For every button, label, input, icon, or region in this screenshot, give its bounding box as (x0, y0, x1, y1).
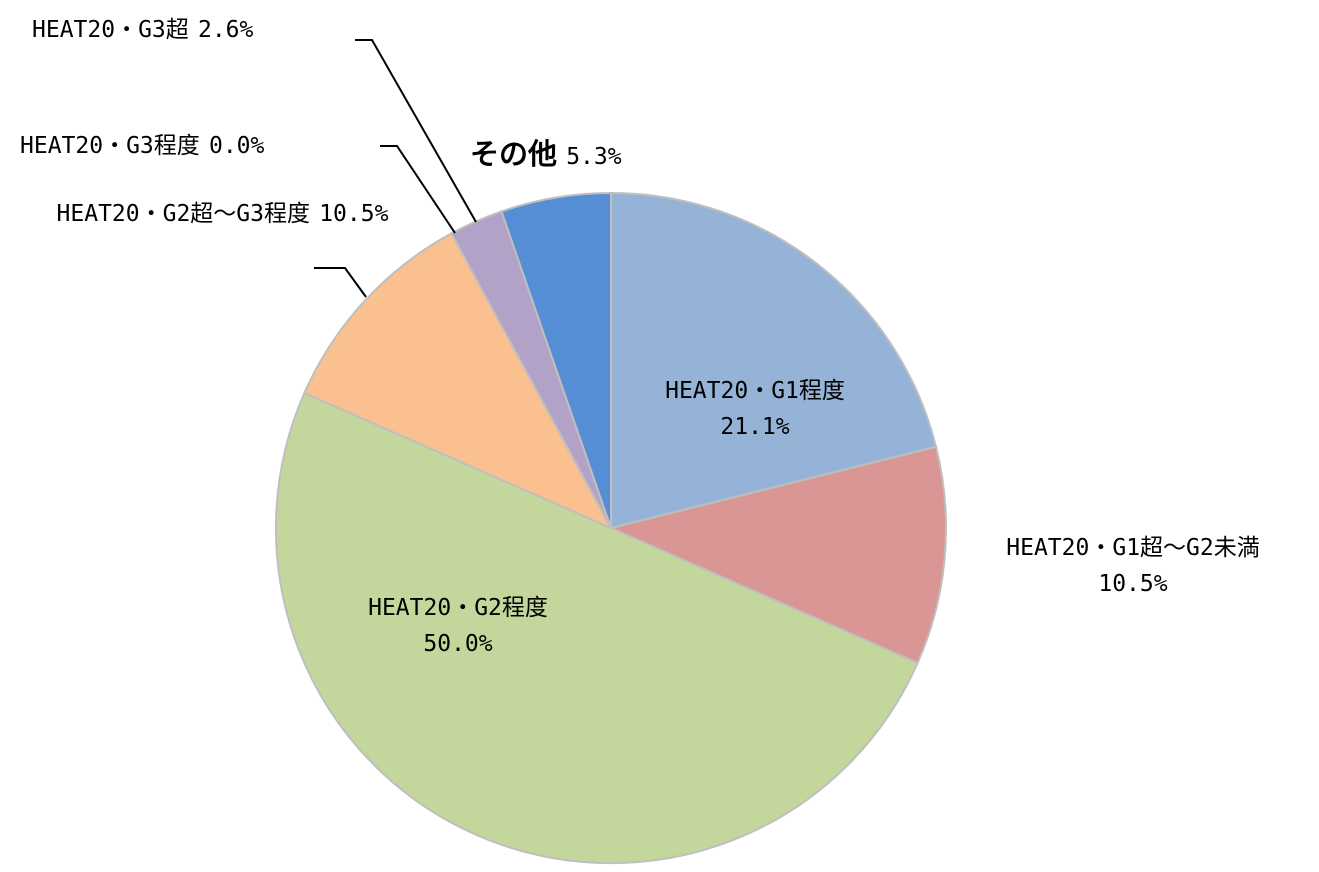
pie-slice (500, 191, 612, 529)
slice-label: HEAT20・G3超 2.6% (32, 12, 253, 48)
slice-label: HEAT20・G3程度 0.0% (20, 128, 264, 164)
leader-line (314, 267, 367, 298)
leader-line (380, 145, 456, 234)
category-name: HEAT20・G3程度 (20, 133, 200, 159)
slice-label: HEAT20・G1程度 21.1% (665, 373, 845, 445)
category-name: HEAT20・G2超～G3程度 (56, 201, 311, 227)
value-label: 10.5% (319, 201, 389, 227)
value-label: 10.5% (1098, 571, 1168, 597)
leader-line (355, 39, 477, 223)
category-name: HEAT20・G1超～G2未満 (1006, 535, 1260, 561)
value-label: 21.1% (720, 414, 790, 440)
value-label: 5.3% (566, 144, 622, 170)
slice-label: その他 5.3% (470, 136, 622, 175)
slice-label: HEAT20・G1超～G2未満 10.5% (1006, 530, 1259, 602)
category-name: HEAT20・G2程度 (368, 595, 548, 621)
value-label: 0.0% (208, 133, 265, 159)
value-label: 2.6% (197, 17, 254, 43)
pie-slice (275, 391, 919, 864)
value-label: 50.0% (423, 631, 493, 657)
category-name: HEAT20・G3超 (32, 17, 189, 43)
pie-slice (303, 232, 614, 531)
category-name: HEAT20・G1程度 (665, 378, 845, 404)
pie-slice (610, 191, 938, 530)
slice-label: HEAT20・G2程度 50.0% (368, 590, 548, 662)
slice-label: HEAT20・G2超～G3程度 10.5% (50, 196, 395, 232)
pie-slice (607, 445, 947, 665)
category-name: その他 (470, 137, 558, 171)
